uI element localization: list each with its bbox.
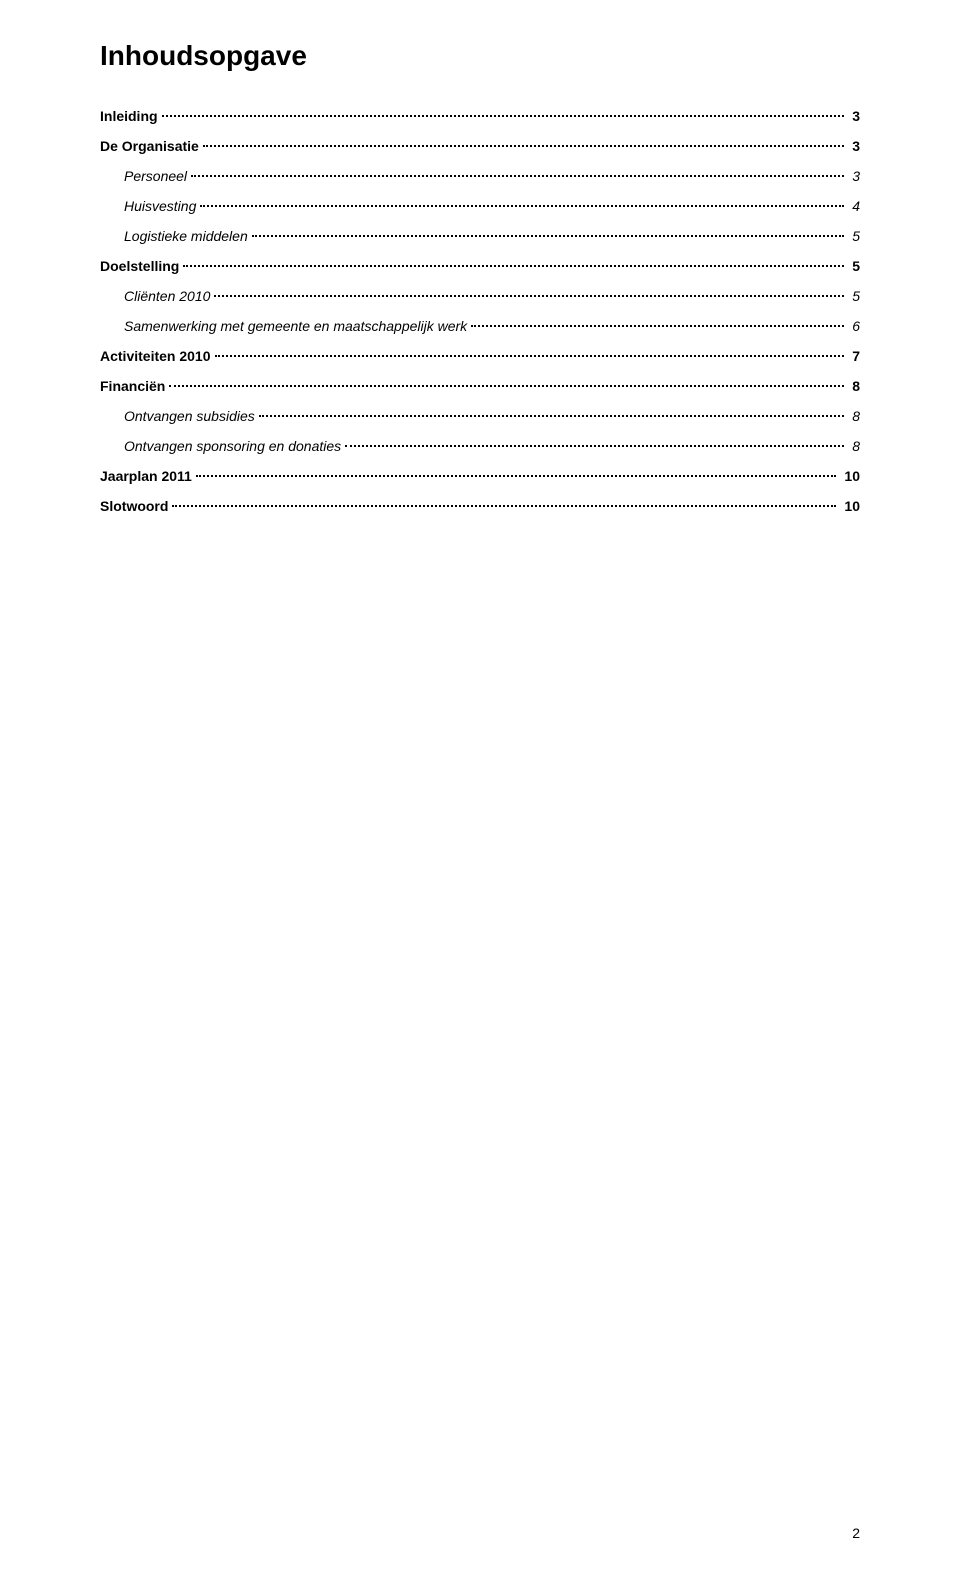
toc-entry-page: 7 [848, 348, 860, 364]
toc-entry-page: 8 [848, 408, 860, 424]
toc-entry-page: 6 [848, 318, 860, 334]
toc-entry-label: Ontvangen subsidies [124, 408, 255, 424]
toc-entry: Personeel 3 [100, 168, 860, 184]
toc-entry: Inleiding 3 [100, 108, 860, 124]
toc-dots [203, 134, 844, 147]
toc-entry-label: Personeel [124, 168, 187, 184]
toc-entry: Huisvesting 4 [100, 198, 860, 214]
toc-entry: Slotwoord 10 [100, 498, 860, 514]
toc-entry: Doelstelling 5 [100, 258, 860, 274]
toc-entry: Cliënten 2010 5 [100, 288, 860, 304]
toc-dots [259, 404, 844, 417]
toc-dots [183, 254, 844, 267]
toc-entry-label: De Organisatie [100, 138, 199, 154]
toc-entry-label: Inleiding [100, 108, 158, 124]
toc-dots [196, 464, 837, 477]
toc-entry: Ontvangen sponsoring en donaties 8 [100, 438, 860, 454]
toc-entry: Samenwerking met gemeente en maatschappe… [100, 318, 860, 334]
toc-entry: De Organisatie 3 [100, 138, 860, 154]
toc-entry-page: 3 [848, 108, 860, 124]
toc-entry-label: Activiteiten 2010 [100, 348, 211, 364]
toc-entry-page: 5 [848, 228, 860, 244]
toc-entry-page: 3 [848, 168, 860, 184]
toc-dots [471, 314, 844, 327]
toc-entry-label: Samenwerking met gemeente en maatschappe… [124, 318, 467, 334]
toc-dots [252, 224, 844, 237]
toc-entry-page: 5 [848, 288, 860, 304]
toc-dots [191, 164, 844, 177]
toc-entry-label: Ontvangen sponsoring en donaties [124, 438, 341, 454]
toc-entry-label: Jaarplan 2011 [100, 468, 192, 484]
toc-entry-page: 4 [848, 198, 860, 214]
toc-entry-page: 10 [840, 468, 860, 484]
toc-entry-page: 10 [840, 498, 860, 514]
toc-entry-label: Doelstelling [100, 258, 179, 274]
toc-entry-page: 3 [848, 138, 860, 154]
toc-entry-label: Cliënten 2010 [124, 288, 210, 304]
toc-entry-page: 8 [848, 438, 860, 454]
page-title: Inhoudsopgave [100, 40, 860, 72]
toc-entry: Jaarplan 2011 10 [100, 468, 860, 484]
toc-dots [200, 194, 844, 207]
toc-entry-label: Financiën [100, 378, 165, 394]
toc-dots [214, 284, 844, 297]
toc-dots [172, 494, 836, 507]
toc-dots [215, 344, 845, 357]
toc-entry-page: 8 [848, 378, 860, 394]
toc-entry-label: Logistieke middelen [124, 228, 248, 244]
toc-entry: Ontvangen subsidies 8 [100, 408, 860, 424]
toc-entry: Activiteiten 2010 7 [100, 348, 860, 364]
toc-entry: Logistieke middelen 5 [100, 228, 860, 244]
toc-list: Inleiding 3 De Organisatie 3 Personeel 3 Huisv… [100, 108, 860, 514]
toc-dots [162, 104, 845, 117]
toc-entry: Financiën 8 [100, 378, 860, 394]
page-number: 2 [852, 1525, 860, 1541]
toc-dots [345, 434, 844, 447]
toc-entry-label: Huisvesting [124, 198, 196, 214]
toc-dots [169, 374, 844, 387]
toc-entry-page: 5 [848, 258, 860, 274]
toc-entry-label: Slotwoord [100, 498, 168, 514]
